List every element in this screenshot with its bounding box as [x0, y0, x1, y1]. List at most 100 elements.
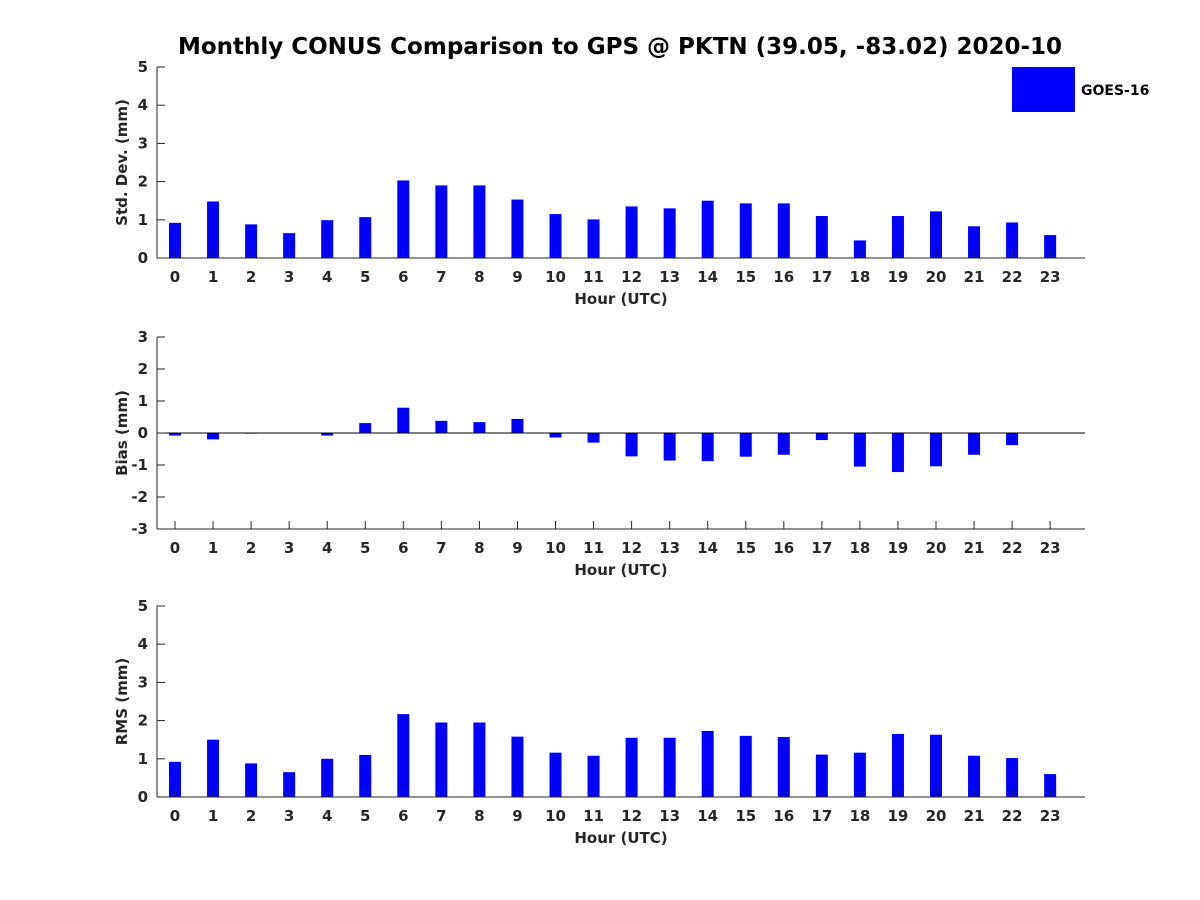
- x-tick-label: 20: [926, 539, 947, 557]
- legend-swatch-goes-16: [1012, 67, 1075, 112]
- bar-14: [701, 433, 714, 462]
- x-axis-label: Hour (UTC): [574, 561, 667, 579]
- bar-3: [283, 772, 296, 797]
- bar-16: [777, 737, 790, 797]
- y-tick-label: 3: [138, 134, 148, 152]
- y-tick-label: -1: [131, 456, 148, 474]
- y-tick-label: 3: [138, 673, 148, 691]
- bar-21: [968, 226, 981, 258]
- legend: GOES-16: [1012, 67, 1149, 112]
- bar-4: [321, 220, 334, 258]
- x-tick-label: 6: [398, 268, 408, 286]
- chart-title: Monthly CONUS Comparison to GPS @ PKTN (…: [178, 34, 1062, 60]
- x-tick-label: 19: [888, 539, 909, 557]
- bar-13: [663, 208, 676, 258]
- x-axis-label: Hour (UTC): [574, 290, 667, 308]
- bar-0: [169, 761, 181, 797]
- bar-17: [815, 215, 828, 258]
- bar-22: [1006, 758, 1019, 797]
- x-tick-label: 13: [659, 807, 680, 825]
- bar-13: [663, 737, 676, 797]
- bar-1: [207, 433, 220, 440]
- bar-5: [359, 423, 372, 433]
- x-tick-label: 19: [888, 268, 909, 286]
- x-tick-label: 5: [360, 539, 370, 557]
- bar-7: [435, 185, 448, 258]
- x-tick-label: 11: [583, 807, 604, 825]
- x-tick-label: 23: [1040, 268, 1061, 286]
- x-tick-label: 12: [621, 539, 642, 557]
- x-tick-label: 21: [964, 807, 985, 825]
- bar-2: [245, 224, 258, 258]
- bar-6: [397, 714, 410, 797]
- x-tick-label: 7: [436, 539, 446, 557]
- bar-12: [625, 206, 638, 258]
- bar-18: [853, 240, 866, 258]
- bar-21: [968, 433, 981, 455]
- x-tick-label: 5: [360, 807, 370, 825]
- y-tick-label: 5: [138, 58, 148, 76]
- bar-10: [549, 433, 562, 438]
- bar-6: [397, 180, 410, 258]
- x-tick-label: 15: [735, 807, 756, 825]
- bar-20: [930, 211, 942, 258]
- x-tick-label: 22: [1002, 807, 1023, 825]
- x-tick-label: 20: [926, 807, 947, 825]
- x-tick-label: 18: [849, 539, 870, 557]
- bar-19: [891, 733, 904, 797]
- bar-10: [549, 214, 562, 258]
- x-tick-label: 10: [545, 807, 566, 825]
- x-tick-label: 4: [322, 539, 332, 557]
- bar-15: [739, 203, 752, 258]
- x-tick-label: 19: [888, 807, 909, 825]
- x-tick-label: 10: [545, 539, 566, 557]
- bar-9: [511, 736, 524, 797]
- x-tick-label: 17: [811, 807, 832, 825]
- x-tick-label: 11: [583, 539, 604, 557]
- bar-21: [968, 755, 981, 797]
- bar-9: [511, 418, 524, 433]
- bar-6: [397, 407, 410, 433]
- y-tick-label: 4: [138, 635, 148, 653]
- bar-1: [207, 201, 220, 258]
- bar-23: [1044, 774, 1057, 797]
- x-tick-label: 18: [849, 268, 870, 286]
- y-axis-label: Bias (mm): [113, 390, 131, 476]
- bar-4: [321, 758, 334, 797]
- bar-5: [359, 754, 372, 797]
- bar-8: [473, 722, 486, 797]
- x-tick-label: 16: [773, 539, 794, 557]
- x-tick-label: 7: [436, 268, 446, 286]
- y-tick-label: 3: [138, 328, 148, 346]
- x-tick-label: 15: [735, 268, 756, 286]
- y-tick-label: -3: [131, 520, 148, 538]
- x-tick-label: 13: [659, 539, 680, 557]
- bar-20: [930, 734, 942, 797]
- x-tick-label: 14: [697, 539, 718, 557]
- bar-11: [587, 219, 600, 258]
- x-tick-label: 6: [398, 807, 408, 825]
- y-tick-label: 2: [138, 173, 148, 191]
- x-tick-label: 23: [1040, 539, 1061, 557]
- x-tick-label: 15: [735, 539, 756, 557]
- bar-17: [815, 433, 828, 441]
- x-tick-label: 0: [170, 539, 180, 557]
- bar-17: [815, 754, 828, 797]
- bar-3: [283, 233, 296, 258]
- x-tick-label: 20: [926, 268, 947, 286]
- bar-7: [435, 420, 448, 433]
- x-tick-label: 10: [545, 268, 566, 286]
- x-tick-label: 16: [773, 268, 794, 286]
- bar-19: [891, 215, 904, 258]
- x-tick-label: 23: [1040, 807, 1061, 825]
- x-tick-label: 9: [512, 539, 522, 557]
- bar-9: [511, 199, 524, 258]
- x-tick-label: 8: [474, 268, 484, 286]
- bar-13: [663, 433, 676, 461]
- x-tick-label: 0: [170, 807, 180, 825]
- x-tick-label: 0: [170, 268, 180, 286]
- y-tick-label: 1: [138, 392, 148, 410]
- bar-16: [777, 433, 790, 455]
